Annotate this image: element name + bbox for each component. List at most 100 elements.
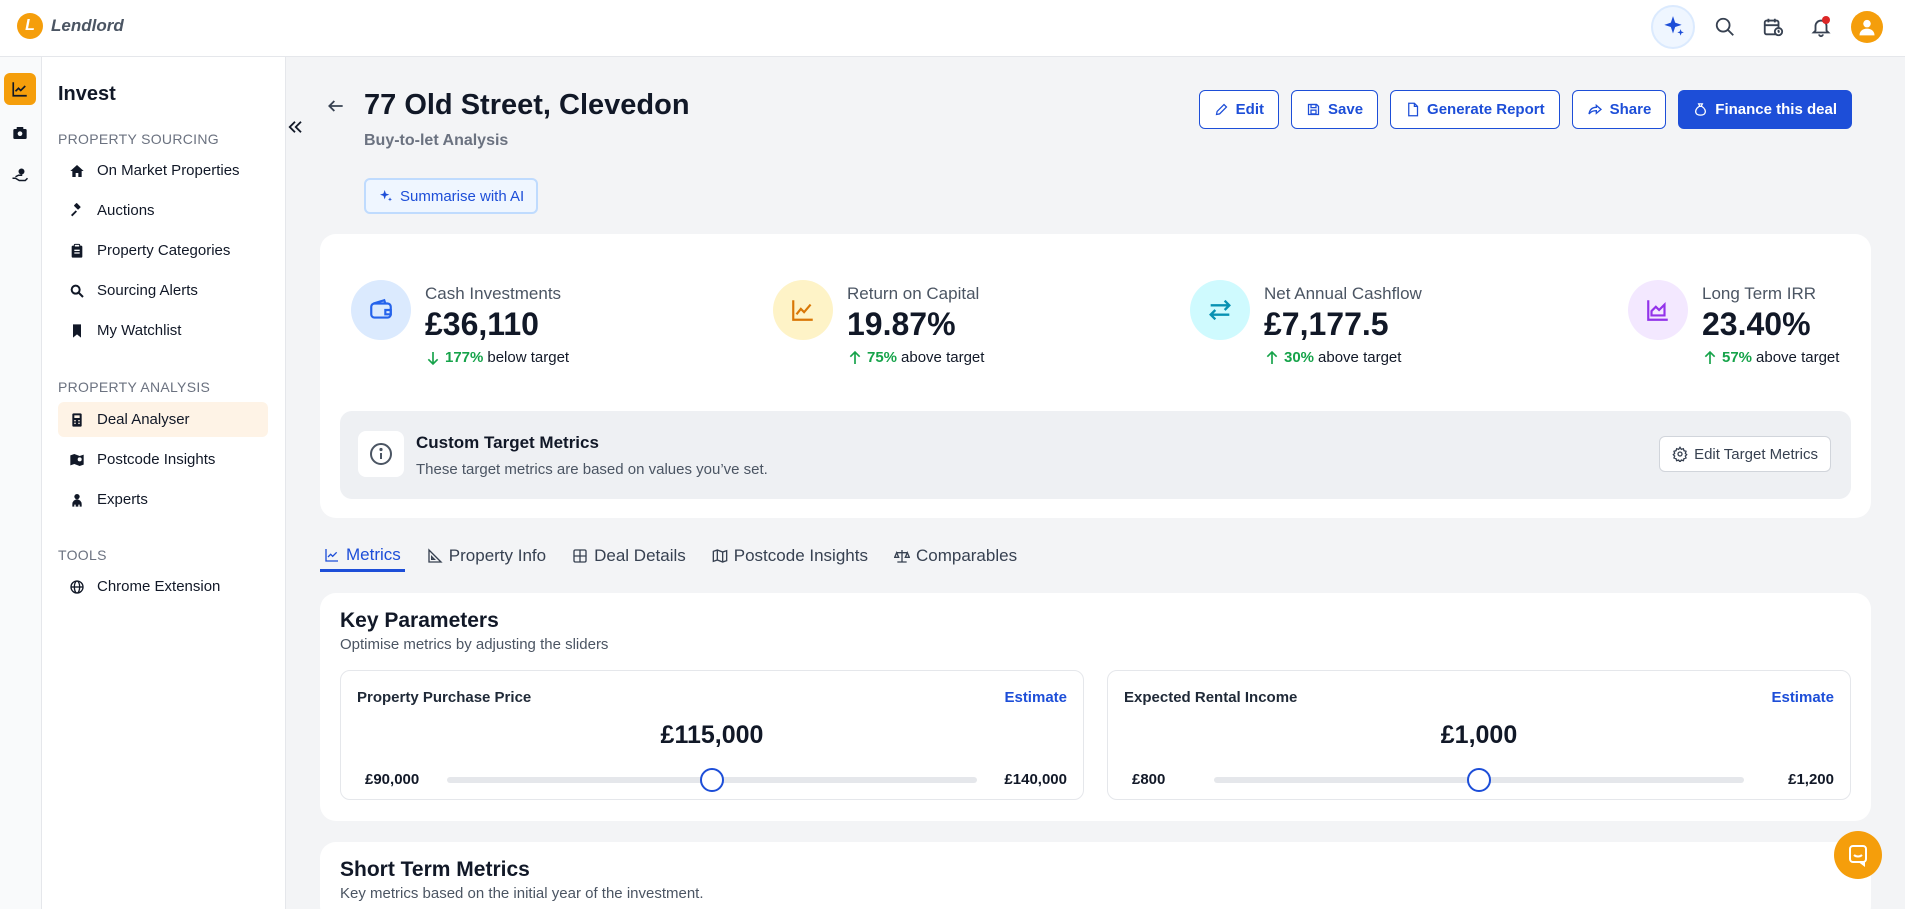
search-icon bbox=[1715, 17, 1734, 36]
user-avatar[interactable] bbox=[1851, 11, 1883, 43]
notifications-button[interactable] bbox=[1803, 9, 1839, 45]
slider-thumb[interactable] bbox=[1467, 768, 1491, 792]
custom-target-metrics: Custom Target Metrics These target metri… bbox=[340, 411, 1851, 499]
slider-min: £800 bbox=[1132, 771, 1166, 788]
kpi-long-term-irr: Long Term IRR 23.40% 57% above target bbox=[1628, 280, 1839, 366]
edit-target-label: Edit Target Metrics bbox=[1694, 445, 1818, 463]
home-icon bbox=[70, 164, 84, 177]
estimate-link[interactable]: Estimate bbox=[1004, 689, 1067, 706]
save-button[interactable]: Save bbox=[1291, 90, 1379, 129]
calculator-icon bbox=[72, 412, 82, 427]
tab-label: Comparables bbox=[915, 546, 1018, 565]
kpi-label: Long Term IRR bbox=[1702, 284, 1817, 303]
person-icon bbox=[72, 493, 82, 507]
slider-rental-income: Expected Rental Income Estimate £1,000 £… bbox=[1107, 670, 1851, 800]
map-icon bbox=[70, 453, 84, 466]
tab-property-info[interactable]: Property Info bbox=[423, 540, 550, 572]
calendar-button[interactable] bbox=[1755, 9, 1791, 45]
finance-deal-button[interactable]: Finance this deal bbox=[1678, 90, 1852, 129]
sidebar-item-label: Deal Analyser bbox=[97, 411, 190, 428]
share-label: Share bbox=[1609, 101, 1652, 118]
sidebar-item-sourcing-alerts[interactable]: Sourcing Alerts bbox=[58, 273, 268, 308]
tab-postcode-insights[interactable]: Postcode Insights bbox=[708, 540, 872, 572]
edit-button[interactable]: Edit bbox=[1198, 90, 1279, 129]
kpi-value: 23.40% bbox=[1702, 306, 1811, 342]
rail-finance[interactable] bbox=[4, 160, 36, 192]
kpi-return-on-capital: Return on Capital 19.87% 75% above targe… bbox=[773, 280, 984, 366]
line-chart-icon bbox=[325, 548, 338, 562]
tab-label: Property Info bbox=[448, 546, 547, 565]
tab-comparables[interactable]: Comparables bbox=[890, 540, 1021, 572]
kpi-delta: 177% below target bbox=[425, 349, 569, 366]
estimate-link[interactable]: Estimate bbox=[1771, 689, 1834, 706]
key-parameters-title: Key Parameters bbox=[340, 609, 499, 632]
sidebar-item-chrome-extension[interactable]: Chrome Extension bbox=[58, 569, 268, 604]
section-property-analysis: PROPERTY ANALYSIS bbox=[58, 379, 211, 395]
ai-assistant-button[interactable] bbox=[1651, 5, 1695, 49]
user-icon bbox=[1859, 19, 1875, 36]
kpi-delta-pct: 177% bbox=[445, 349, 484, 366]
app-logo[interactable]: L Lendlord bbox=[17, 13, 124, 39]
gear-icon bbox=[1672, 446, 1688, 462]
section-property-sourcing: PROPERTY SOURCING bbox=[58, 131, 219, 147]
kpi-value: 19.87% bbox=[847, 306, 956, 342]
kpi-delta: 30% above target bbox=[1264, 349, 1422, 366]
clipboard-icon bbox=[71, 243, 83, 258]
floppy-disk-icon bbox=[1307, 103, 1320, 116]
sidebar-item-postcode-insights[interactable]: Postcode Insights bbox=[58, 442, 268, 477]
hand-coin-icon bbox=[12, 168, 29, 182]
search-icon bbox=[70, 284, 84, 298]
kpi-delta-note: above target bbox=[1756, 349, 1840, 366]
tab-label: Deal Details bbox=[594, 546, 686, 565]
slider-value: £115,000 bbox=[660, 721, 764, 749]
kpi-delta-note: above target bbox=[1318, 349, 1402, 366]
share-button[interactable]: Share bbox=[1571, 90, 1667, 129]
arrow-up-icon bbox=[1704, 350, 1716, 364]
finance-label: Finance this deal bbox=[1715, 101, 1837, 118]
sidebar-item-experts[interactable]: Experts bbox=[58, 482, 268, 517]
back-button[interactable] bbox=[326, 96, 346, 116]
arrow-up-icon bbox=[1266, 350, 1278, 364]
sidebar: Invest PROPERTY SOURCING On Market Prope… bbox=[42, 57, 286, 909]
rail-portfolio[interactable] bbox=[4, 117, 36, 149]
slider-max: £140,000 bbox=[1004, 771, 1067, 788]
camera-icon bbox=[13, 127, 27, 139]
slider-thumb[interactable] bbox=[700, 768, 724, 792]
metrics-summary-card: Cash Investments £36,110 177% below targ… bbox=[320, 234, 1871, 518]
scale-icon bbox=[893, 550, 910, 563]
area-chart-icon bbox=[1628, 280, 1688, 340]
globe-icon bbox=[70, 579, 84, 594]
search-button[interactable] bbox=[1707, 9, 1743, 45]
tab-label: Postcode Insights bbox=[733, 546, 868, 565]
summarise-with-ai-button[interactable]: Summarise with AI bbox=[364, 178, 539, 214]
generate-report-button[interactable]: Generate Report bbox=[1390, 90, 1560, 129]
edit-target-metrics-button[interactable]: Edit Target Metrics bbox=[1659, 436, 1831, 472]
slider-track[interactable] bbox=[1214, 768, 1744, 792]
sidebar-item-label: On Market Properties bbox=[97, 162, 240, 179]
rail-invest[interactable] bbox=[4, 73, 36, 105]
page-subtitle: Buy-to-let Analysis bbox=[364, 132, 509, 149]
chat-support-button[interactable] bbox=[1834, 831, 1882, 879]
sidebar-item-label: Postcode Insights bbox=[97, 451, 216, 468]
slider-track[interactable] bbox=[447, 768, 977, 792]
key-parameters-card: Key Parameters Optimise metrics by adjus… bbox=[320, 593, 1871, 821]
kpi-label: Return on Capital bbox=[847, 284, 980, 303]
report-label: Generate Report bbox=[1427, 101, 1545, 118]
pdf-file-icon bbox=[1408, 102, 1419, 117]
sidebar-item-auctions[interactable]: Auctions bbox=[58, 193, 268, 228]
ruler-triangle-icon bbox=[428, 548, 443, 563]
tab-metrics[interactable]: Metrics bbox=[320, 540, 405, 572]
sidebar-item-my-watchlist[interactable]: My Watchlist bbox=[58, 313, 268, 348]
sidebar-item-on-market[interactable]: On Market Properties bbox=[58, 153, 268, 188]
sidebar-item-property-categories[interactable]: Property Categories bbox=[58, 233, 268, 268]
kpi-value: £36,110 bbox=[425, 306, 539, 342]
sidebar-item-label: Experts bbox=[97, 491, 148, 508]
sidebar-item-deal-analyser[interactable]: Deal Analyser bbox=[58, 402, 268, 437]
sidebar-item-label: Chrome Extension bbox=[97, 578, 221, 595]
kpi-label: Cash Investments bbox=[425, 284, 562, 303]
gavel-icon bbox=[71, 202, 81, 216]
ai-button-label: Summarise with AI bbox=[400, 187, 525, 205]
slider-purchase-price: Property Purchase Price Estimate £115,00… bbox=[340, 670, 1084, 800]
tab-deal-details[interactable]: Deal Details bbox=[568, 540, 690, 572]
collapse-sidebar-button[interactable] bbox=[286, 118, 304, 138]
